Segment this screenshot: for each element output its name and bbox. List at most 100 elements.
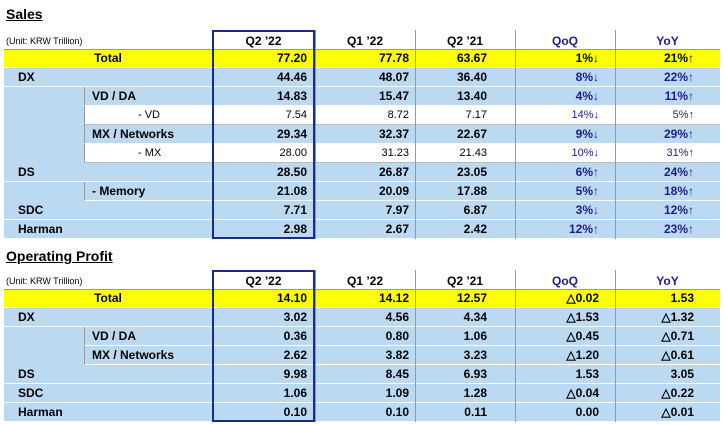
row-value: 2.62 xyxy=(283,348,307,362)
row-value: 0.10 xyxy=(385,405,409,419)
group-cell xyxy=(4,125,84,144)
row-value: 4.34 xyxy=(463,310,487,324)
column-header: Q1 ’22 xyxy=(346,274,384,288)
total-value: 12.57 xyxy=(456,291,487,305)
column-header: YoY xyxy=(656,274,679,288)
unit-label: (Unit: KRW Trillion) xyxy=(6,276,83,286)
row-value: 36.40 xyxy=(456,70,487,84)
row-label: - MX xyxy=(138,147,162,159)
row-bg xyxy=(84,327,720,346)
column-divider xyxy=(315,270,316,422)
total-value: 1%↓ xyxy=(575,51,599,65)
row-value: △0.45 xyxy=(566,329,599,343)
row-value: 1.09 xyxy=(385,386,409,400)
column-divider xyxy=(615,270,616,422)
row-value: 8.45 xyxy=(385,367,409,381)
row-value: 11%↑ xyxy=(664,89,694,103)
row-value: 6.93 xyxy=(463,367,487,381)
row-value: 8.72 xyxy=(387,109,409,121)
row-value: 14.83 xyxy=(276,89,307,103)
row-bg xyxy=(4,384,720,403)
column-divider xyxy=(515,270,516,422)
row-label: DX xyxy=(18,70,35,84)
row-bg xyxy=(84,106,720,125)
row-label: DS xyxy=(18,367,35,381)
row-value: 1.28 xyxy=(463,386,487,400)
row-value: 20.09 xyxy=(378,184,409,198)
row-label: DX xyxy=(18,310,35,324)
row-value: 0.10 xyxy=(283,405,307,419)
row-label: Harman xyxy=(18,222,63,236)
total-value: 77.20 xyxy=(276,51,307,65)
group-cell xyxy=(4,87,84,106)
row-value: 0.36 xyxy=(283,329,307,343)
row-bg xyxy=(4,163,720,182)
section-title: Operating Profit xyxy=(6,248,113,264)
row-label: - VD xyxy=(138,109,160,121)
total-row-bg xyxy=(4,289,720,308)
row-value: 12%↑ xyxy=(663,203,694,217)
row-label: MX / Networks xyxy=(92,127,175,141)
row-value: 5%↑ xyxy=(672,109,694,121)
row-value: 48.07 xyxy=(378,70,409,84)
highlight-box xyxy=(212,270,315,422)
total-value: 21%↑ xyxy=(663,51,694,65)
row-value: 0.00 xyxy=(575,405,599,419)
row-value: 12%↑ xyxy=(568,222,599,236)
row-value: 31%↑ xyxy=(666,147,694,159)
row-value: △1.53 xyxy=(566,310,599,324)
column-header: Q2 ’22 xyxy=(245,34,282,48)
row-value: 13.40 xyxy=(456,89,487,103)
unit-label: (Unit: KRW Trillion) xyxy=(6,36,83,46)
row-value: 44.46 xyxy=(276,70,307,84)
row-value: △0.04 xyxy=(566,386,599,400)
total-label: Total xyxy=(94,291,122,305)
row-value: 0.80 xyxy=(385,329,409,343)
row-value: 22.67 xyxy=(456,127,487,141)
row-label: Harman xyxy=(18,405,63,419)
row-value: 6.87 xyxy=(463,203,487,217)
column-divider xyxy=(515,30,516,239)
total-value: 77.78 xyxy=(378,51,409,65)
row-bg xyxy=(4,308,720,327)
row-value: 24%↑ xyxy=(663,165,694,179)
row-value: 6%↑ xyxy=(575,165,599,179)
row-value: 23%↑ xyxy=(663,222,694,236)
column-header: QoQ xyxy=(552,34,578,48)
row-value: 3.82 xyxy=(385,348,409,362)
column-header: Q2 ’21 xyxy=(446,34,484,48)
row-value: 3%↓ xyxy=(575,203,599,217)
row-value: 9%↓ xyxy=(575,127,599,141)
total-value: △0.02 xyxy=(566,291,599,305)
group-cell xyxy=(4,327,84,346)
highlight-box xyxy=(212,30,315,239)
section-title: Sales xyxy=(6,6,43,22)
row-label: - Memory xyxy=(92,184,146,198)
row-value: 3.23 xyxy=(463,348,487,362)
row-value: 2.67 xyxy=(385,222,409,236)
total-label: Total xyxy=(94,51,122,65)
row-value: 32.37 xyxy=(378,127,409,141)
row-value: 7.71 xyxy=(283,203,307,217)
column-header: Q1 ’22 xyxy=(346,34,384,48)
row-bg xyxy=(4,68,720,87)
row-value: 2.42 xyxy=(463,222,487,236)
total-row-bg xyxy=(4,49,720,68)
row-value: 15.47 xyxy=(378,89,409,103)
row-value: 10%↓ xyxy=(571,147,599,159)
column-divider xyxy=(315,30,316,239)
row-value: △1.20 xyxy=(566,348,599,362)
total-value: 14.12 xyxy=(378,291,409,305)
total-value: 63.67 xyxy=(456,51,487,65)
total-value: 1.53 xyxy=(670,291,694,305)
row-value: △0.61 xyxy=(661,348,694,362)
row-label: DS xyxy=(18,165,35,179)
row-value: △0.71 xyxy=(661,329,694,343)
row-value: 8%↓ xyxy=(575,70,599,84)
row-value: 22%↑ xyxy=(663,70,694,84)
row-value: 7.17 xyxy=(465,109,487,121)
row-bg xyxy=(84,182,720,201)
group-cell xyxy=(4,346,84,365)
row-value: 4.56 xyxy=(385,310,409,324)
